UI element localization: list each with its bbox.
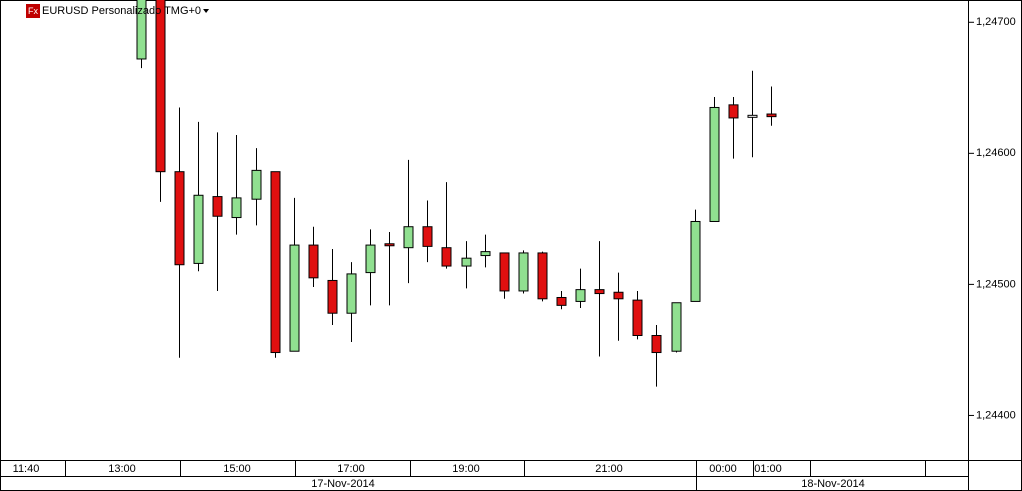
candle-body	[537, 252, 548, 300]
candle-body	[613, 291, 624, 300]
x-tick-label: 15:00	[223, 463, 251, 475]
candle-body	[632, 299, 643, 336]
dropdown-arrow[interactable]	[203, 9, 210, 13]
candle-body	[327, 279, 338, 314]
candle-body	[518, 252, 529, 292]
candle-body	[136, 0, 147, 60]
candle-body	[365, 244, 376, 274]
candle-body	[270, 171, 281, 354]
x-tick-label: 00:00	[709, 463, 737, 475]
y-tick-label: 1,24500	[976, 278, 1016, 290]
candle-body	[289, 244, 300, 352]
candle-body	[651, 334, 662, 354]
x-tick-label: 19:00	[452, 463, 480, 475]
y-tick-label: 1,24700	[976, 16, 1016, 28]
symbol-icon	[26, 4, 40, 18]
candle-body	[403, 226, 414, 249]
y-tick-label: 1,24600	[976, 147, 1016, 159]
candle-body	[193, 194, 204, 264]
candle-body	[346, 273, 357, 314]
candle-body	[671, 302, 682, 352]
candle-body	[556, 296, 567, 306]
x-tick-label: 13:00	[108, 463, 136, 475]
x-tick-label: 17:00	[337, 463, 365, 475]
candle-body	[212, 196, 223, 217]
candle-body	[231, 197, 242, 219]
x-tick-label: 11:40	[13, 463, 40, 475]
candle-body	[461, 257, 472, 267]
plot-area	[136, 0, 777, 387]
candle-body	[747, 114, 758, 118]
candle-body	[766, 113, 777, 118]
candle-body	[480, 251, 491, 257]
x-tick-label: 21:00	[595, 463, 623, 475]
chart-title: EURUSD Personalizado TMG+0	[42, 5, 201, 17]
candle-body	[384, 243, 395, 247]
candle-body	[575, 289, 586, 302]
candle-body	[308, 244, 319, 279]
candle-body	[174, 171, 185, 266]
candle-body	[155, 0, 166, 173]
date-label: 17-Nov-2014	[311, 478, 375, 490]
candle-body	[251, 169, 262, 200]
candle-body	[441, 247, 452, 267]
candle-body	[728, 104, 739, 119]
candle-body	[690, 220, 701, 302]
date-label: 18-Nov-2014	[801, 478, 865, 490]
candle-body	[709, 106, 720, 222]
x-tick-label: 01:00	[754, 463, 782, 475]
y-tick-label: 1,24400	[976, 409, 1016, 421]
symbol-icon-text: Fx	[28, 6, 38, 16]
candle-body	[499, 252, 510, 292]
candle-body	[594, 289, 605, 295]
candle-body	[422, 226, 433, 247]
